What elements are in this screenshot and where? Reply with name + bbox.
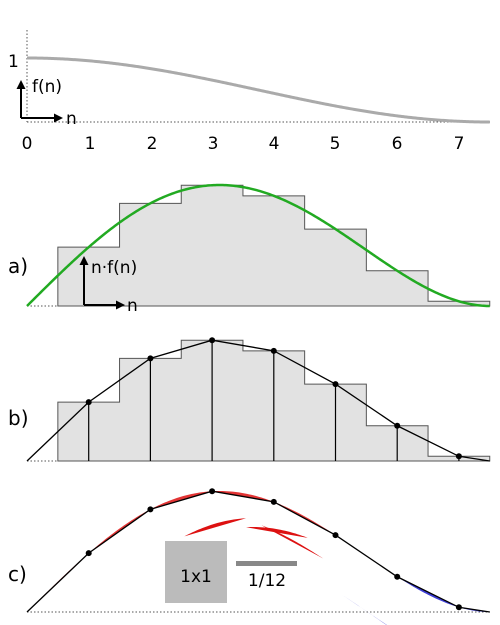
- panel-b-label: b): [8, 406, 29, 430]
- panel-b-point-7: [455, 453, 462, 460]
- panel-a-histogram: [57, 184, 491, 307]
- a-y-arrow-head: [79, 256, 89, 265]
- panel-b-vertical-lines: [88, 340, 460, 461]
- panel-b-point-2: [147, 355, 154, 362]
- panel-b-point-4: [270, 347, 277, 354]
- panel-b-points: [85, 337, 462, 460]
- x-tick-labels: 0 1 2 3 4 5 6 7: [22, 134, 465, 154]
- x-tick-7: 7: [454, 134, 465, 154]
- panel-c-points: [85, 488, 462, 611]
- panel-c-lenses: [27, 491, 490, 625]
- panel-a-x-label: n: [127, 296, 138, 316]
- unit-square-label: 1x1: [180, 567, 212, 587]
- panel-c-point-1: [85, 550, 92, 557]
- top-y-tick-1: 1: [8, 52, 19, 72]
- x-tick-0: 0: [22, 134, 33, 154]
- f-curve: [27, 56, 490, 124]
- top-axis-arrows: [16, 80, 63, 123]
- panel-c: c) 1x1 1/12: [8, 488, 490, 625]
- panel-b: b): [8, 337, 491, 462]
- panel-b-point-3: [209, 337, 216, 344]
- panel-a-green-curve: [26, 183, 490, 308]
- f-arrow-head: [16, 80, 26, 89]
- scale-bar: [236, 561, 297, 566]
- x-tick-2: 2: [147, 134, 158, 154]
- panel-a-axis-arrows: [79, 256, 125, 310]
- shifted-lens-1: [184, 518, 247, 537]
- shifted-lens-4: [341, 594, 387, 625]
- panel-c-point-6: [394, 573, 401, 580]
- panel-c-point-3: [209, 488, 216, 495]
- shifted-lens-3: [261, 525, 324, 559]
- x-tick-5: 5: [330, 134, 341, 154]
- x-tick-3: 3: [208, 134, 219, 154]
- panel-c-point-4: [270, 498, 277, 505]
- unit-square: [165, 541, 227, 603]
- panel-a-label: a): [8, 254, 28, 278]
- panel-c-label: c): [8, 562, 27, 586]
- x-tick-6: 6: [392, 134, 403, 154]
- panel-a: a) n·f(n) n: [8, 183, 491, 316]
- panel-c-point-5: [332, 532, 339, 539]
- panel-b-point-6: [394, 422, 401, 429]
- a-x-arrow-head: [116, 300, 125, 310]
- top-graph: 1 f(n) n 0 1 2 3 4 5 6 7: [8, 30, 490, 154]
- panel-c-point-2: [147, 506, 154, 513]
- n-arrow-head: [54, 113, 63, 123]
- x-tick-1: 1: [85, 134, 96, 154]
- panel-b-point-1: [85, 399, 92, 406]
- panel-a-y-label: n·f(n): [91, 258, 137, 278]
- panel-b-point-5: [332, 381, 339, 388]
- panel-c-polyline: [26, 490, 490, 613]
- x-tick-4: 4: [269, 134, 280, 154]
- f-of-n-label: f(n): [32, 77, 62, 97]
- scale-bar-label: 1/12: [248, 571, 286, 591]
- n-label: n: [66, 109, 77, 129]
- panel-c-point-7: [455, 604, 462, 611]
